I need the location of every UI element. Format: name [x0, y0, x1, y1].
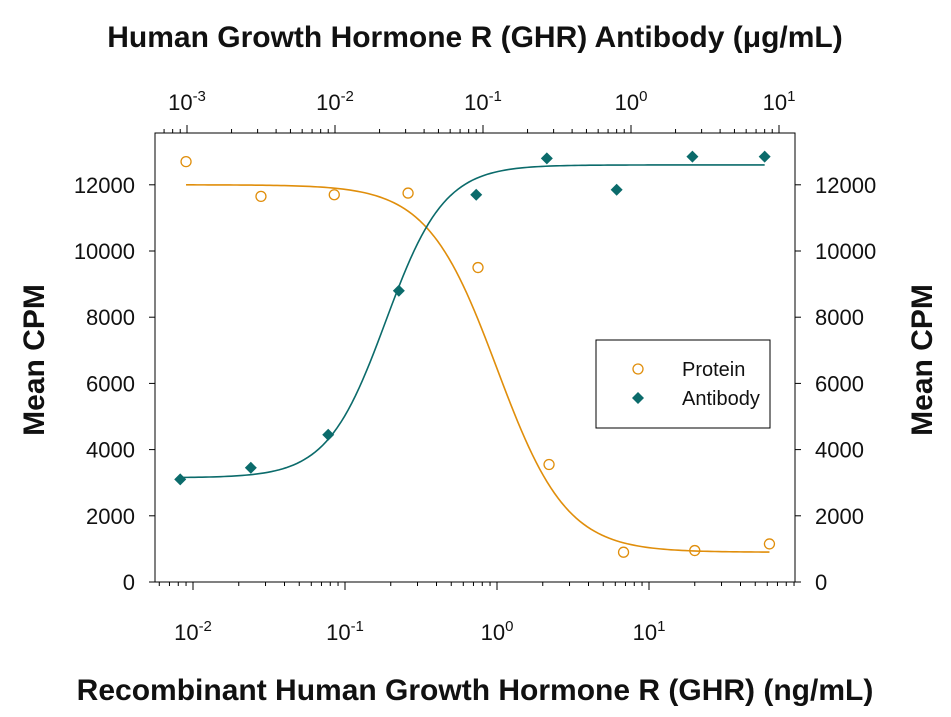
data-points — [174, 150, 776, 558]
y-tick-label-left: 12000 — [74, 173, 135, 198]
x-bottom-tick-label: 10-1 — [326, 618, 364, 645]
protein-point — [328, 189, 340, 201]
y-tick-label-left: 2000 — [86, 504, 135, 529]
y-tick-label-left: 10000 — [74, 239, 135, 264]
x-bottom-tick-label: 101 — [633, 618, 666, 645]
protein-point — [402, 187, 414, 199]
y-tick-label-left: 0 — [123, 570, 135, 595]
fit-curves — [180, 164, 770, 553]
legend-label-protein: Protein — [682, 359, 745, 381]
axes: 0 0 2000 2000 4000 4000 6000 6000 8000 8000 10000 1… — [74, 88, 876, 645]
legend: Protein Antibody — [595, 339, 771, 429]
legend-marker-antibody — [632, 392, 644, 404]
x-axis-label: Recombinant Human Growth Hormone R (GHR)… — [77, 674, 874, 707]
y-tick-label-right: 2000 — [815, 504, 864, 529]
legend-label-antibody: Antibody — [682, 388, 760, 410]
fit-curve-protein — [186, 184, 770, 553]
x-bottom-tick-label: 10-2 — [174, 618, 212, 645]
antibody-point — [540, 152, 553, 165]
protein-point — [689, 544, 701, 557]
y-tick-label-right: 4000 — [815, 438, 864, 463]
antibody-point — [610, 183, 623, 196]
x-top-tick-label: 10-1 — [464, 88, 502, 115]
legend-marker-protein — [632, 363, 644, 375]
y-tick-label-right: 8000 — [815, 305, 864, 330]
protein-point — [180, 155, 192, 168]
x-bottom-tick-label: 100 — [481, 618, 514, 645]
legend-box — [595, 339, 771, 429]
fit-curve-antibody — [180, 164, 765, 479]
chart-title: Human Growth Hormone R (GHR) Antibody (μ… — [107, 21, 843, 54]
x-top-tick-label: 10-3 — [168, 88, 206, 115]
protein-point — [543, 458, 555, 471]
antibody-point — [758, 150, 771, 163]
y-axis-label-left: Mean CPM — [18, 284, 51, 436]
antibody-point — [392, 284, 405, 297]
antibody-point — [470, 188, 483, 201]
y-axis-label-right: Mean CPM — [906, 284, 939, 436]
antibody-point — [686, 150, 699, 163]
plot-frame — [154, 132, 796, 583]
antibody-point — [322, 428, 335, 441]
antibody-point — [174, 473, 187, 486]
y-tick-label-left: 8000 — [86, 305, 135, 330]
y-tick-label-right: 0 — [815, 570, 827, 595]
protein-point — [255, 190, 267, 203]
y-tick-label-right: 12000 — [815, 173, 876, 198]
y-tick-label-left: 6000 — [86, 371, 135, 396]
protein-point — [472, 261, 484, 274]
y-tick-label-right: 10000 — [815, 239, 876, 264]
x-top-tick-label: 100 — [615, 88, 648, 115]
protein-point — [763, 538, 776, 550]
y-tick-label-right: 6000 — [815, 371, 864, 396]
y-tick-label-left: 4000 — [86, 438, 135, 463]
x-top-tick-label: 101 — [763, 88, 796, 115]
antibody-point — [244, 461, 257, 474]
x-top-tick-label: 10-2 — [316, 88, 354, 115]
protein-point — [617, 546, 630, 558]
